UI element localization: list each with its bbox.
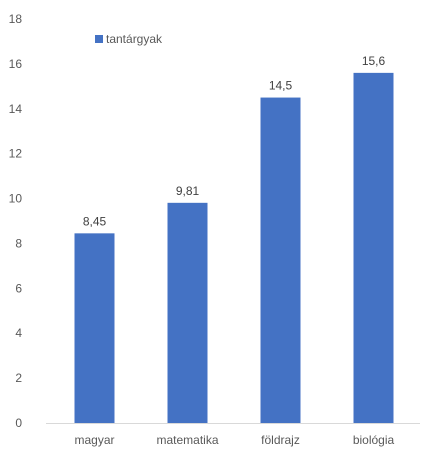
y-tick-label: 18	[9, 12, 23, 26]
category-label: biológia	[353, 433, 395, 447]
data-labels: 8,45 9,81 14,5 15,6	[83, 54, 386, 228]
category-labels: magyar matematika földrajz biológia	[74, 433, 394, 447]
legend-swatch	[95, 35, 103, 43]
y-tick-label: 4	[15, 326, 22, 340]
category-label: magyar	[74, 433, 114, 447]
bar	[260, 97, 301, 424]
bar	[353, 72, 394, 423]
data-label: 8,45	[83, 214, 107, 228]
y-axis-ticks: 0 2 4 6 8 10 12 14 16 18	[9, 12, 23, 430]
data-label: 9,81	[176, 184, 200, 198]
category-label: matematika	[156, 433, 218, 447]
bars	[74, 72, 394, 424]
y-tick-label: 8	[15, 236, 22, 250]
y-tick-label: 14	[9, 102, 23, 116]
y-tick-label: 6	[15, 281, 22, 295]
category-label: földrajz	[261, 433, 300, 447]
bar	[167, 202, 208, 423]
data-label: 14,5	[269, 79, 293, 93]
y-tick-label: 12	[9, 147, 23, 161]
legend: tantárgyak	[95, 32, 163, 46]
bar	[74, 233, 115, 423]
data-label: 15,6	[362, 54, 386, 68]
legend-label: tantárgyak	[106, 32, 163, 46]
y-tick-label: 2	[15, 371, 22, 385]
y-tick-label: 0	[15, 416, 22, 430]
y-tick-label: 10	[9, 192, 23, 206]
y-tick-label: 16	[9, 57, 23, 71]
